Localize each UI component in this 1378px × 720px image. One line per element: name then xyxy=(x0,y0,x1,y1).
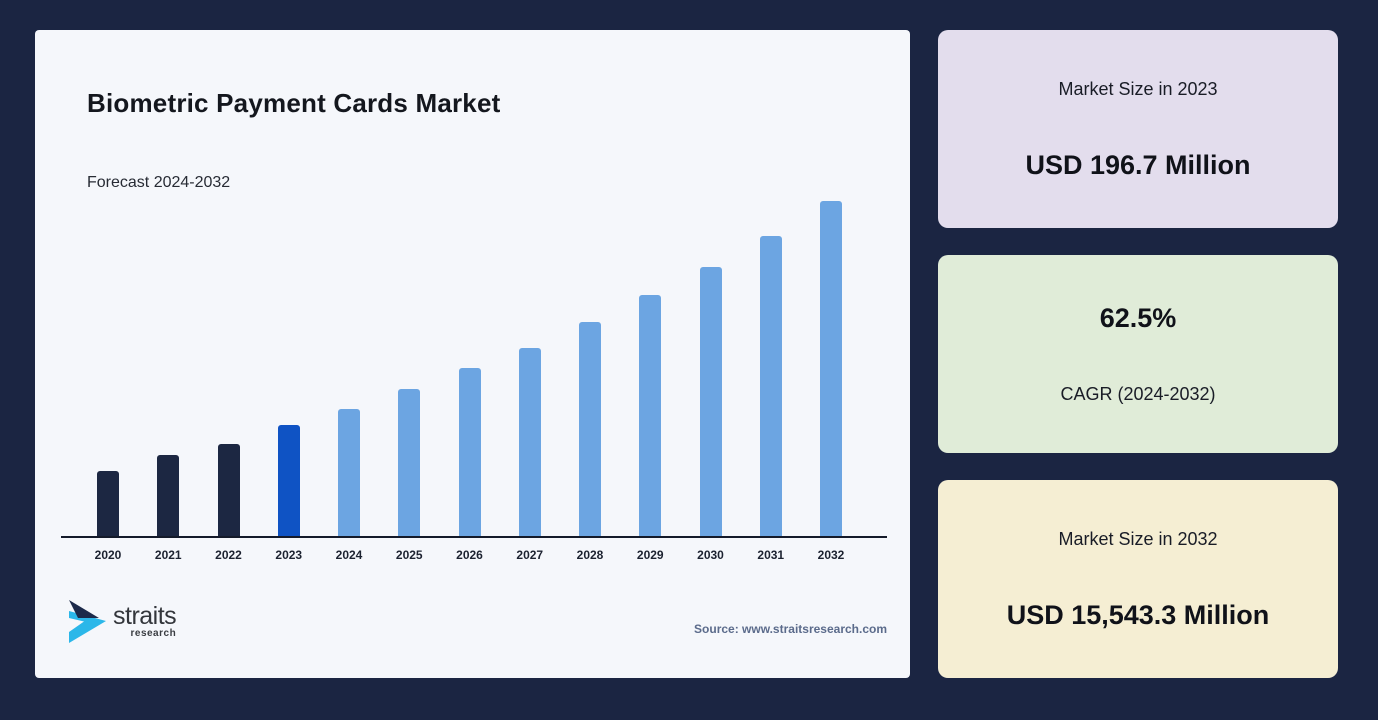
chart-panel: Biometric Payment Cards Market Forecast … xyxy=(35,30,910,678)
bar-2026 xyxy=(458,368,481,536)
bar-2031 xyxy=(759,236,782,536)
straits-research-logo: straits research xyxy=(65,595,177,647)
bar-2024 xyxy=(338,409,360,536)
x-tick-2022: 2022 xyxy=(215,548,242,562)
chart-plot-area: 2020 2021 2022 2023 2024 2025 2026 2027 2028 2029… xyxy=(61,198,887,562)
logo-name: straits xyxy=(113,601,177,630)
bar-2028 xyxy=(579,322,601,536)
bar-2027 xyxy=(518,348,541,536)
stat-card-market-size-2023: Market Size in 2023 USD 196.7 Million xyxy=(938,30,1338,228)
x-tick-2031: 2031 xyxy=(757,548,785,562)
x-tick-2023: 2023 xyxy=(275,548,303,562)
source-note: Source: www.straitsresearch.com xyxy=(694,622,887,636)
bar-2022 xyxy=(217,444,240,536)
x-tick-2029: 2029 xyxy=(636,548,664,562)
stat-label: Market Size in 2023 xyxy=(1058,79,1218,99)
x-tick-2024: 2024 xyxy=(335,548,363,562)
stat-label: CAGR (2024-2032) xyxy=(1060,384,1216,404)
x-tick-2032: 2032 xyxy=(817,548,845,562)
x-tick-2030: 2030 xyxy=(697,548,724,562)
stat-label: Market Size in 2032 xyxy=(1058,529,1218,549)
chart-subtitle: Forecast 2024-2032 xyxy=(87,174,231,191)
x-tick-2020: 2020 xyxy=(94,548,122,562)
bar-2025 xyxy=(398,389,421,536)
bar-2029 xyxy=(639,295,662,536)
chart-title: Biometric Payment Cards Market xyxy=(87,88,501,118)
stat-card-market-size-2032: Market Size in 2032 USD 15,543.3 Million xyxy=(938,480,1338,678)
logo-subname: research xyxy=(130,627,177,639)
x-tick-2026: 2026 xyxy=(456,548,483,562)
bar-2023 xyxy=(277,425,300,536)
stat-card-cagr: 62.5% CAGR (2024-2032) xyxy=(938,255,1338,453)
x-tick-2021: 2021 xyxy=(154,548,182,562)
stat-value: 62.5% xyxy=(1099,303,1177,333)
bar-2021 xyxy=(157,455,180,536)
logo-text: straits research xyxy=(113,601,177,639)
x-tick-2025: 2025 xyxy=(395,548,423,562)
stat-value: USD 196.7 Million xyxy=(1025,150,1251,180)
stat-value: USD 15,543.3 Million xyxy=(1006,600,1270,630)
bar-2020 xyxy=(97,471,119,536)
x-tick-2027: 2027 xyxy=(516,548,544,562)
straits-logo-icon xyxy=(69,600,106,643)
bar-2032 xyxy=(820,201,842,536)
x-tick-2028: 2028 xyxy=(576,548,604,562)
bar-2030 xyxy=(699,267,722,536)
